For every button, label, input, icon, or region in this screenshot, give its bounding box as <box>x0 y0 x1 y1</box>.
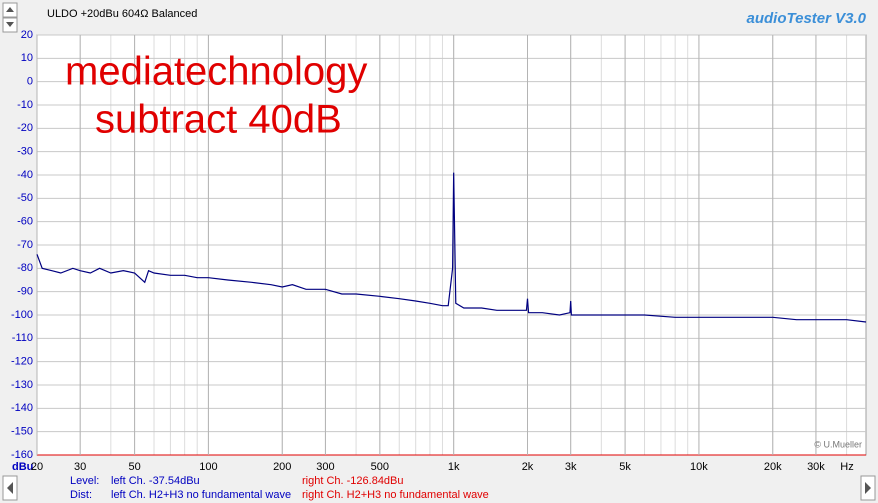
arrow-icon <box>865 482 871 494</box>
status-right: right Ch. -126.84dBu <box>302 475 404 487</box>
y-tick-label: -100 <box>11 309 33 321</box>
status-left: left Ch. H2+H3 no fundamental wave <box>111 489 291 501</box>
y-tick-label: -50 <box>17 192 33 204</box>
x-tick-label: 20 <box>31 461 43 473</box>
arrow-icon <box>6 7 14 12</box>
x-tick-label: 300 <box>316 461 334 473</box>
credit: © U.Mueller <box>814 439 862 449</box>
y-tick-label: 20 <box>21 29 33 41</box>
spectrum-line <box>36 172 867 323</box>
x-tick-label: 2k <box>522 461 534 473</box>
x-tick-label: 30k <box>807 461 825 473</box>
y-tick-label: -150 <box>11 426 33 438</box>
y-tick-label: -90 <box>17 286 33 298</box>
x-tick-label: 20k <box>764 461 782 473</box>
arrow-icon <box>7 482 13 494</box>
y-tick-label: -80 <box>17 262 33 274</box>
y-tick-label: -30 <box>17 146 33 158</box>
y-tick-label: -140 <box>11 402 33 414</box>
x-tick-label: 100 <box>199 461 217 473</box>
x-tick-label: 50 <box>128 461 140 473</box>
x-tick-label: 1k <box>448 461 460 473</box>
x-axis-label: Hz <box>840 461 853 473</box>
y-tick-label: -20 <box>17 122 33 134</box>
x-tick-label: 10k <box>690 461 708 473</box>
x-tick-label: 500 <box>371 461 389 473</box>
chart-title: ULDO +20dBu 604Ω Balanced <box>47 8 197 20</box>
y-tick-label: -10 <box>17 99 33 111</box>
status-right: right Ch. H2+H3 no fundamental wave <box>302 489 489 501</box>
annotation: subtract 40dB <box>95 98 342 142</box>
y-tick-label: 10 <box>21 52 33 64</box>
x-tick-label: 3k <box>565 461 577 473</box>
y-tick-label: -60 <box>17 216 33 228</box>
x-tick-label: 30 <box>74 461 86 473</box>
status-left: left Ch. -37.54dBu <box>111 475 200 487</box>
status-label: Level: <box>70 475 99 487</box>
y-tick-label: -160 <box>11 449 33 461</box>
x-tick-label: 5k <box>619 461 631 473</box>
y-tick-label: -130 <box>11 379 33 391</box>
brand: audioTester V3.0 <box>747 10 867 27</box>
x-tick-label: 200 <box>273 461 291 473</box>
y-tick-label: -40 <box>17 169 33 181</box>
y-tick-label: -70 <box>17 239 33 251</box>
y-tick-label: -120 <box>11 356 33 368</box>
status-label: Dist: <box>70 489 92 501</box>
y-tick-label: 0 <box>27 76 33 88</box>
arrow-icon <box>6 22 14 27</box>
annotation: mediatechnology <box>65 50 367 94</box>
y-axis-label: dBu <box>12 461 33 473</box>
y-tick-label: -110 <box>12 332 33 344</box>
